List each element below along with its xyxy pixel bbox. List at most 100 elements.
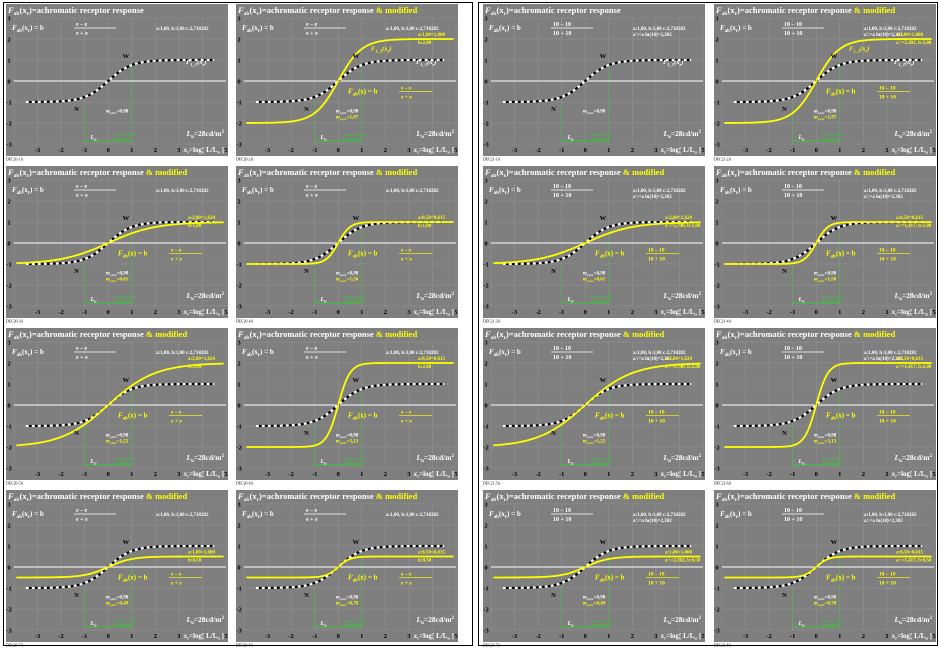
x-tick-label: 4 — [431, 309, 435, 316]
xlab-x: x — [413, 146, 418, 154]
xlab-close: ] — [220, 632, 224, 640]
xlab-rest: =log[ L/L — [419, 308, 448, 316]
formula-F: F — [720, 348, 725, 356]
lum-sub: u — [191, 459, 194, 464]
params-text: a:1,00, b:1,00 c:2,718282 — [633, 351, 686, 356]
title-F: F — [7, 329, 14, 339]
x-tick-label: -1 — [82, 471, 87, 478]
f11-F: F — [186, 59, 191, 66]
x-tick-label: 1 — [360, 471, 363, 478]
title-arg-sub: r — [257, 173, 260, 179]
title-arg-sub: r — [735, 173, 738, 179]
m2-value: =1,22 — [117, 440, 129, 445]
xlab-rest-sub: u — [925, 636, 928, 641]
m2-value: =0,49 — [117, 602, 129, 607]
green-note-2: luminances — [591, 136, 610, 141]
lower-L-label: Lu — [90, 459, 98, 466]
xlab-sub: r — [664, 312, 666, 317]
title-arg: (x — [727, 5, 735, 15]
title-F: F — [715, 491, 722, 501]
mod-formula-rest: (x) = b — [605, 412, 625, 420]
lower-L-sub: u — [324, 137, 327, 142]
modified-b-label: b:0,50 — [418, 559, 432, 564]
m-value: =0,98 — [594, 596, 606, 601]
green-note-1: range of other — [344, 294, 367, 299]
mod-formula-sub: ab — [831, 255, 837, 260]
x-tick-label: 5 — [454, 147, 458, 154]
xlab-sub: r — [664, 150, 666, 155]
formula-header: Fab(xr) = b — [489, 348, 521, 358]
y-tick-label: 3 — [484, 502, 488, 509]
x-tick-label: 4 — [431, 147, 435, 154]
title-tail: )=achromatic receptor response — [506, 329, 621, 339]
lower-L: L — [90, 297, 95, 303]
lum-value: =28cd/m — [424, 129, 452, 138]
formula-header: Fab(xr) = b — [12, 510, 44, 520]
formula-numerator: e – e — [306, 346, 318, 352]
f12-arg: (x — [382, 46, 388, 53]
modified-curve — [724, 362, 932, 448]
xlab-x: x — [891, 632, 896, 640]
xlab-x: x — [183, 632, 188, 640]
mod-formula-F: F — [826, 250, 831, 258]
x-tick-label: 3 — [177, 147, 181, 154]
modified-b-label: a':=1,417, b:2,00 — [896, 365, 932, 370]
xlab-sub: r — [417, 636, 419, 641]
y-tick-label: 0 — [237, 403, 240, 410]
x-tick-label: 4 — [201, 309, 205, 316]
modified-a-label: a:0,50=0,615 — [418, 216, 446, 221]
lum-value: =28cd/m — [194, 291, 222, 300]
x-tick-label: 4 — [431, 471, 435, 478]
y-tick-label: 0 — [715, 241, 718, 248]
m-label: mt,xrr=0,98 — [106, 434, 129, 440]
green-note-2: luminances — [344, 298, 363, 303]
m2-sub: t,xrr — [587, 603, 594, 607]
formula-arg-sub: r — [28, 29, 31, 34]
formula-numerator: 10 – 10 — [784, 184, 802, 190]
params-text-2: a':=a ln(10)=2,302 — [633, 33, 672, 38]
x-tick-label: -3 — [512, 471, 518, 478]
xlab-rest: =log[ L/L — [419, 146, 448, 154]
m2-label: mt,xrr=0,49 — [583, 602, 606, 608]
x-tick-label: -2 — [288, 471, 293, 478]
n-label: N — [74, 106, 79, 113]
title-sub: ab — [722, 497, 728, 503]
f11-label: F1_1(xr) — [186, 59, 206, 67]
y-tick-label: -3 — [236, 628, 242, 635]
x-axis-label: xr=log[ L/Lu ] — [891, 308, 932, 317]
panel-background — [6, 490, 228, 642]
m-label: mt,xrr=0,98 — [583, 596, 606, 602]
m2-letter: m — [583, 602, 587, 607]
green-note-1: range of other — [591, 294, 614, 299]
title-tail: )=achromatic receptor response — [737, 167, 852, 177]
x-tick-label: 5 — [454, 471, 458, 478]
title-tail: )=achromatic receptor response — [737, 491, 852, 501]
w-label: W — [123, 53, 130, 60]
formula-numerator: 10 – 10 — [553, 508, 571, 514]
mod-formula-F: F — [118, 250, 123, 258]
title-tail: )=achromatic receptor response — [259, 329, 374, 339]
params-text: a:1,00, b:1,00 c:2,718282 — [633, 513, 686, 518]
params-text-2: a':=a ln(10)=2,302 — [864, 33, 903, 38]
mod-formula-F: F — [826, 574, 831, 582]
title-arg-sub: r — [257, 335, 260, 341]
lower-L: L — [567, 621, 572, 627]
xlab-sub: r — [417, 474, 419, 479]
y-tick-label: 1 — [715, 220, 718, 227]
f11-F: F — [894, 59, 899, 66]
m2-label: mt,xrr=3,13 — [814, 440, 837, 446]
xlab-rest: =log[ L/L — [189, 632, 218, 640]
m-value: =0,98 — [594, 272, 606, 277]
formula-arg-sub: r — [505, 29, 508, 34]
m-sub: t,xrr — [818, 111, 825, 115]
formula-eq: ) = b — [507, 186, 521, 194]
m-sub: t,xrr — [818, 435, 825, 439]
lum-L: L — [416, 291, 422, 300]
mod-formula-rest: (x) = b — [836, 250, 856, 258]
x-tick-label: 1 — [130, 471, 133, 478]
y-tick-label: -2 — [236, 445, 241, 452]
chart-title: Fab(xr)=achromatic receptor response & m… — [484, 491, 664, 503]
formula-F-sub: ab — [494, 191, 500, 196]
panel-background — [714, 490, 936, 642]
